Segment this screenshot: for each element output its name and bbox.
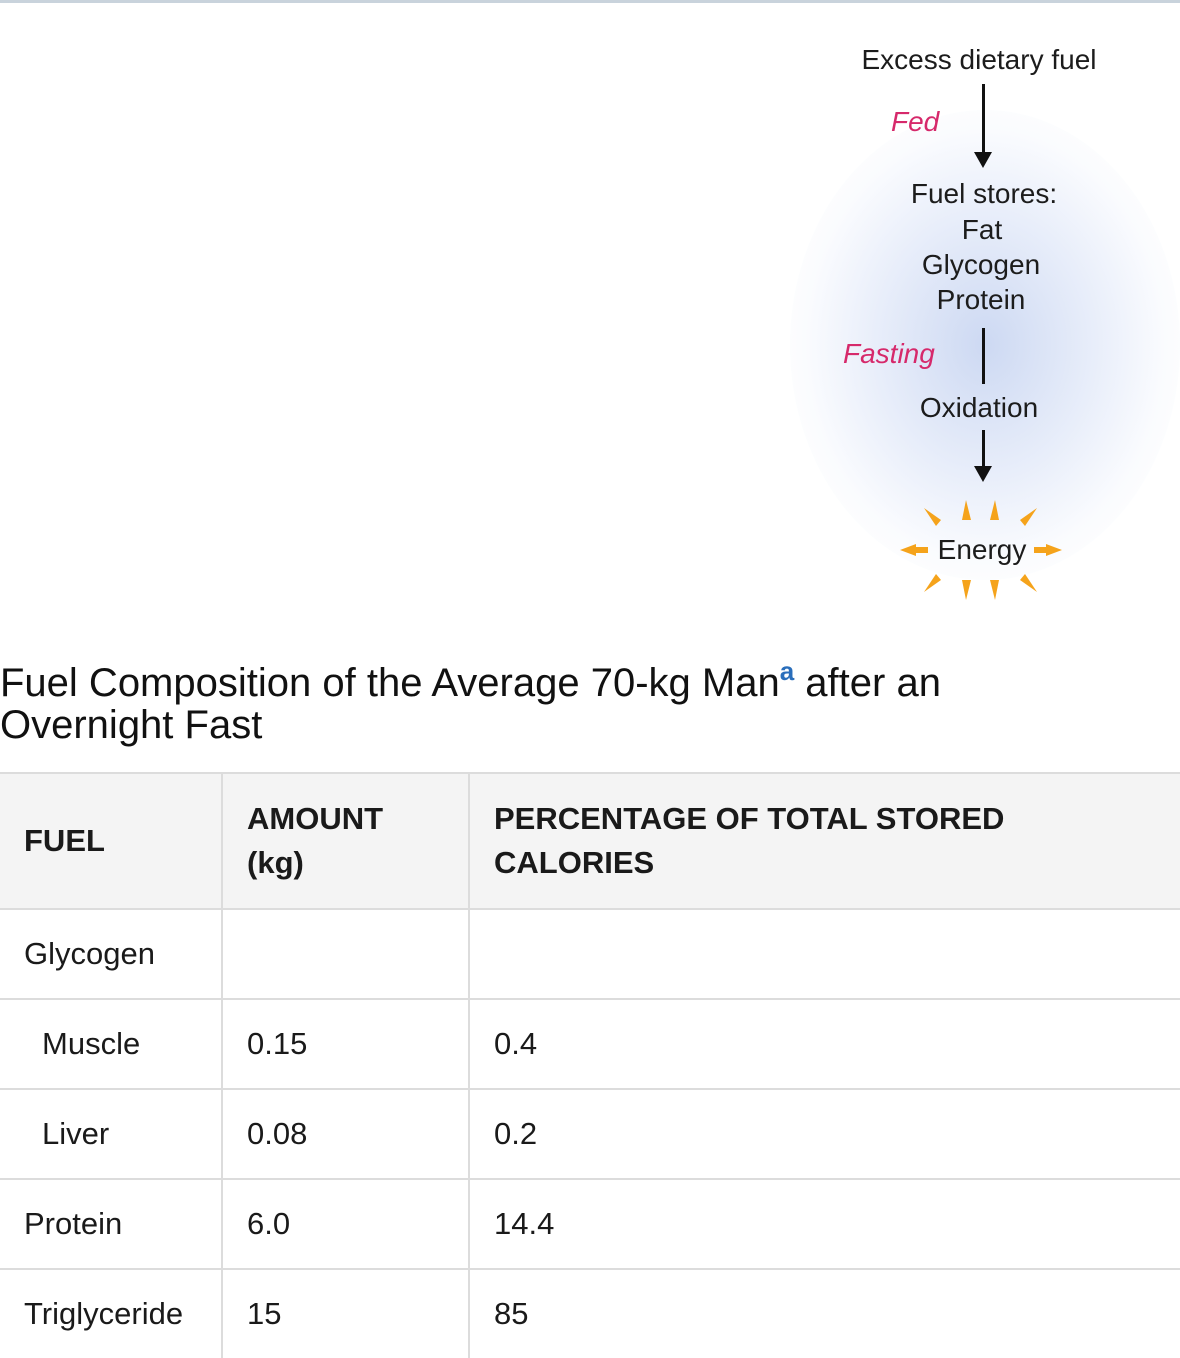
fed-arrow-shaft: [982, 84, 985, 154]
header-amount-line2: (kg): [247, 845, 304, 880]
header-fuel-label: FUEL: [24, 823, 105, 858]
table-row: Triglyceride 15 85: [0, 1269, 1180, 1358]
table-title-main: Fuel Composition of the Average 70-kg Ma…: [0, 661, 780, 705]
table-row: Liver 0.08 0.2: [0, 1089, 1180, 1180]
cell-percentage: 14.4: [469, 1179, 1180, 1270]
cell-fuel: Protein: [0, 1179, 223, 1270]
diagram-glow: [790, 110, 1180, 580]
cell-percentage: [469, 909, 1180, 1000]
oxidation-label: Oxidation: [919, 392, 1039, 423]
fuel-cycle-diagram: Excess dietary fuel Fed Fuel stores: Fat…: [780, 20, 1180, 620]
cell-fuel: Triglyceride: [0, 1269, 223, 1358]
table-row: Muscle 0.15 0.4: [0, 999, 1180, 1090]
header-percentage: PERCENTAGE OF TOTAL STORED CALORIES: [469, 772, 1180, 910]
fed-arrowhead-icon: [974, 152, 992, 168]
cell-amount: 0.08: [222, 1089, 470, 1180]
table-title-line2: Overnight Fast: [0, 703, 263, 747]
table-header-row: FUEL AMOUNT (kg) PERCENTAGE OF TOTAL STOR…: [0, 772, 1180, 910]
cell-percentage: 0.4: [469, 999, 1180, 1090]
table-title-footnote-marker[interactable]: a: [779, 656, 795, 686]
cell-fuel: Liver: [0, 1089, 223, 1180]
oxidation-arrowhead-icon: [974, 466, 992, 482]
top-divider: [0, 0, 1180, 3]
fasting-label: Fasting: [843, 338, 935, 369]
fed-label: Fed: [891, 106, 940, 137]
table-title: Fuel Composition of the Average 70-kg Ma…: [0, 658, 1180, 747]
cell-amount: 0.15: [222, 999, 470, 1090]
table-title-rest: after an: [794, 661, 941, 705]
fuel-store-fat: Fat: [961, 214, 1003, 245]
cell-percentage: 0.2: [469, 1089, 1180, 1180]
cell-fuel: Glycogen: [0, 909, 223, 1000]
header-amount: AMOUNT (kg): [222, 772, 470, 910]
energy-burst-icon: [900, 500, 1062, 600]
cell-amount: 6.0: [222, 1179, 470, 1270]
fuel-composition-table: FUEL AMOUNT (kg) PERCENTAGE OF TOTAL STOR…: [0, 772, 1180, 1358]
cell-percentage: 85: [494, 1296, 529, 1331]
header-percentage-line1: PERCENTAGE OF TOTAL STORED: [494, 801, 1005, 836]
cell-amount: 15: [222, 1269, 470, 1358]
energy-label: Energy: [937, 534, 1027, 565]
cell-fuel: Muscle: [0, 999, 223, 1090]
header-fuel: FUEL: [0, 772, 223, 910]
cell-amount: [222, 909, 470, 1000]
fuel-store-protein: Protein: [936, 284, 1026, 315]
table-row: Protein 6.0 14.4: [0, 1179, 1180, 1270]
oxidation-arrow-shaft: [982, 430, 985, 466]
fasting-line: [982, 328, 985, 384]
header-amount-line1: AMOUNT: [247, 801, 384, 836]
excess-dietary-fuel-label: Excess dietary fuel: [861, 44, 1097, 75]
fuel-store-glycogen: Glycogen: [921, 249, 1041, 280]
header-percentage-line2: CALORIES: [494, 845, 655, 880]
fuel-stores-title: Fuel stores:: [910, 178, 1058, 209]
table-row: Glycogen: [0, 909, 1180, 1000]
